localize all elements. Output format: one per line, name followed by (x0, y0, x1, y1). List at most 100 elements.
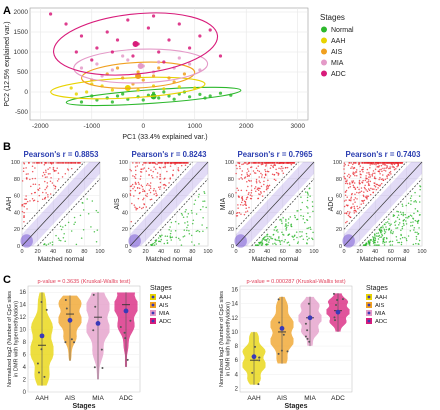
corr-point-hyper (366, 181, 368, 183)
violin-point (124, 337, 127, 340)
corr-point-hyper (150, 169, 152, 171)
corr-point-hypo (410, 195, 413, 197)
corr-point-hyper (265, 164, 267, 166)
corr-point-hyper (377, 162, 379, 164)
corr-point-hyper (169, 165, 172, 167)
corr-point-hyper (248, 191, 250, 194)
pca-point-normal (110, 100, 114, 104)
pca-ytick-label: -500 (15, 109, 28, 116)
corr-point-hyper (344, 178, 347, 180)
corr-point-hyper (349, 175, 352, 177)
corr-point-hypo (307, 207, 309, 209)
corr-point-hyper (32, 162, 34, 164)
corr-point-hypo (414, 191, 416, 194)
corr-point-hyper (236, 214, 239, 217)
corr-point-hyper (38, 162, 41, 164)
corr-point-hyper (349, 162, 351, 164)
corr-point-hypo (417, 243, 420, 245)
corr-reference-line (343, 161, 407, 230)
corr-point-hypo (299, 235, 301, 238)
corr-point-hyper (348, 176, 351, 179)
violin-pvalue: p-value = 0.3635 (Kruskal-Wallis test) (38, 279, 131, 285)
corr-point-hyper (355, 171, 358, 173)
corr-point-hypo (385, 228, 388, 231)
corr-point-hyper (168, 182, 170, 184)
corr-point-hyper (389, 171, 392, 173)
corr-ytick-label: 100 (333, 160, 342, 166)
corr-point-hypo (368, 239, 370, 242)
corr-point-hypo (382, 237, 385, 239)
corr-point-hypo (275, 225, 277, 228)
corr-point-hypo (311, 237, 313, 239)
corr-point-hypo (166, 239, 168, 242)
corr-point-hyper (131, 202, 133, 205)
corr-point-hyper (391, 162, 394, 164)
corr-point-hyper (158, 186, 160, 188)
corr-point-hypo (377, 232, 380, 234)
corr-point-hypo (390, 223, 392, 225)
corr-xtick-label: 80 (81, 249, 87, 255)
corr-point-hyper (362, 166, 364, 169)
corr-point-hyper (254, 172, 257, 174)
pca-point-adc (198, 34, 202, 38)
corr-point-hyper (346, 179, 348, 181)
corr-point-hyper (255, 182, 258, 184)
corr-point-hypo (154, 241, 156, 244)
corr-point-hyper (384, 164, 387, 166)
corr-point-hypo (412, 243, 415, 246)
corr-point-hypo (153, 244, 156, 246)
corr-point-hyper (250, 166, 253, 168)
corr-point-hyper (367, 179, 370, 181)
corr-point-hyper (274, 164, 276, 167)
corr-point-hyper (23, 162, 25, 164)
corr-point-hyper (249, 173, 252, 175)
violin-legend-label: AIS (375, 303, 384, 309)
corr-point-hypo (169, 232, 172, 235)
corr-point-hyper (263, 183, 265, 186)
corr-point-hyper (150, 198, 153, 200)
corr-point-hypo (392, 231, 395, 233)
corr-point-hypo (405, 238, 408, 240)
corr-ylabel: MIA (220, 197, 227, 210)
violin-point (73, 341, 76, 344)
corr-point-hyper (38, 183, 40, 186)
pca-panel: -2000 -1000 0 1000 2000 3000 -500 0 500 1000 1500 2… (4, 7, 354, 141)
corr-point-hypo (285, 227, 287, 230)
corr-point-hyper (24, 202, 27, 205)
corr-point-hypo (419, 214, 421, 216)
corr-point-hypo (177, 223, 180, 225)
corr-point-hypo (47, 243, 50, 245)
corr-point-hyper (148, 189, 151, 191)
corr-point-hyper (29, 200, 31, 202)
violin-point (333, 316, 336, 319)
corr-point-hypo (279, 219, 281, 221)
legend-swatch-mia (321, 59, 327, 66)
corr-point-hyper (129, 193, 131, 195)
corr-point-hypo (412, 218, 415, 220)
corr-point-hyper (244, 162, 246, 164)
corr-point-hyper (136, 187, 139, 189)
corr-point-hypo (382, 226, 384, 229)
corr-point-hypo (296, 242, 299, 244)
corr-point-hyper (265, 162, 267, 164)
corr-point-hyper (136, 207, 139, 210)
corr-point-hyper (168, 162, 170, 164)
corr-point-hyper (364, 184, 366, 187)
corr-point-hyper (52, 166, 55, 169)
corr-point-hyper (366, 195, 368, 197)
corr-point-hypo (284, 239, 286, 241)
corr-point-hyper (241, 170, 244, 172)
pca-point-ais (136, 70, 140, 74)
corr-point-hypo (389, 240, 392, 243)
pca-ellipse-mia (73, 48, 209, 84)
corr-point-hyper (25, 173, 28, 175)
corr-point-hyper (351, 206, 353, 208)
corr-point-hyper (239, 167, 241, 170)
corr-point-hyper (255, 178, 258, 181)
violin-ylabel-line: in DMR with hypermethylation) (14, 301, 20, 377)
panel-letter-b: B (3, 141, 11, 153)
corr-point-hyper (148, 174, 151, 176)
corr-point-hypo (280, 220, 283, 222)
corr-point-hypo (401, 236, 404, 239)
pca-point-mia (95, 62, 99, 66)
